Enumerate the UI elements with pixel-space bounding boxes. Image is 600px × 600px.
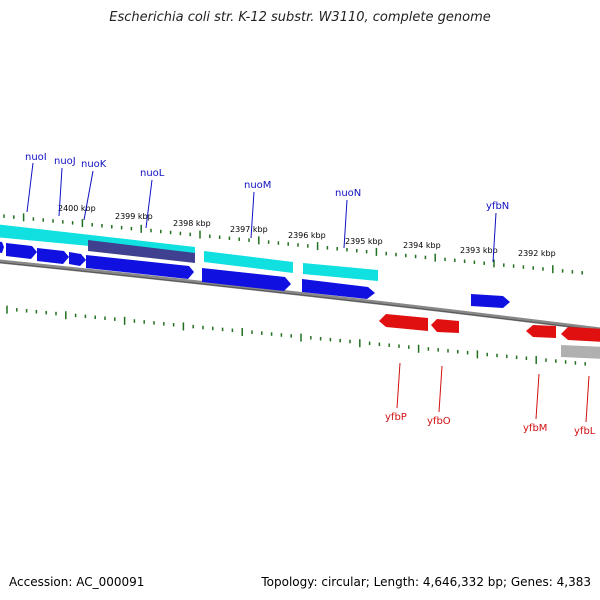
- gene-arrow-6: [202, 268, 291, 291]
- gene-label-yfbP: yfbP: [385, 412, 407, 423]
- map-title: Escherichia coli str. K-12 substr. W3110…: [109, 10, 491, 25]
- genome-backbone: [0, 259, 600, 332]
- accession-text: Accession: AC_000091: [9, 575, 145, 589]
- tick-label: 2392 kbp: [518, 249, 556, 258]
- gene-label-yfbM: yfbM: [523, 423, 547, 434]
- label-leader: [438, 365, 443, 413]
- label-leader: [343, 199, 348, 249]
- tick-label: 2400 kbp: [58, 204, 96, 213]
- cds-track-forward: [0, 224, 600, 359]
- gene-label-nuoI: nuoI: [25, 152, 47, 163]
- gene-arrow-4: [69, 252, 86, 266]
- tick-label: 2397 kbp: [230, 225, 268, 234]
- gene-arrow-yfbO: [431, 319, 459, 333]
- gene-arrow-5: [86, 255, 194, 279]
- cds-yfbL: [561, 345, 600, 359]
- label-leader: [58, 167, 63, 217]
- tick-label: 2393 kbp: [460, 246, 498, 255]
- gene-arrow-3: [37, 248, 69, 264]
- label-leader: [585, 375, 590, 423]
- gene-label-yfbO: yfbO: [427, 416, 451, 427]
- gene-arrow-2: [6, 243, 37, 259]
- gene-arrow-yfbP: [379, 314, 428, 331]
- gene-label-yfbL: yfbL: [574, 426, 596, 437]
- gene-label-nuoJ: nuoJ: [54, 156, 76, 167]
- label-leader: [250, 191, 255, 239]
- gene-label-leaders: [26, 162, 590, 423]
- cds-nuoN: [303, 263, 378, 281]
- gene-label-nuoM: nuoM: [244, 180, 271, 191]
- tick-label: 2394 kbp: [403, 241, 441, 250]
- gene-arrow-8: [471, 294, 510, 308]
- gene-arrow-7: [302, 279, 375, 299]
- tick-label: 2395 kbp: [345, 237, 383, 246]
- label-leader: [26, 162, 34, 213]
- tick-labels: 2400 kbp 2399 kbp 2398 kbp 2397 kbp 2396 kbp…: [58, 204, 556, 258]
- reverse-gene-arrows: [379, 314, 600, 342]
- outer-tick-ring: [3, 213, 583, 275]
- label-leader: [492, 212, 497, 263]
- tick-label: 2398 kbp: [173, 219, 211, 228]
- gene-label-nuoL: nuoL: [140, 168, 165, 179]
- label-leader: [83, 170, 94, 221]
- gene-arrow-yfbL: [561, 327, 600, 342]
- tick-label: 2396 kbp: [288, 231, 326, 240]
- forward-gene-arrows: [0, 241, 510, 308]
- gene-arrow-1: [0, 241, 4, 253]
- label-leader: [535, 373, 540, 420]
- topology-text: Topology: circular; Length: 4,646,332 bp…: [261, 575, 591, 589]
- gene-labels: nuoI nuoJ nuoK nuoL nuoM nuoN yfbN yfbP yfbO yfbM…: [25, 152, 596, 437]
- label-leader: [145, 179, 153, 229]
- gene-label-nuoK: nuoK: [81, 159, 107, 170]
- gene-label-yfbN: yfbN: [486, 201, 509, 212]
- label-leader: [396, 362, 401, 409]
- inner-tick-ring: [6, 305, 586, 366]
- cds-nuoM: [204, 251, 293, 273]
- gene-arrow-yfbM: [526, 325, 556, 338]
- gene-label-nuoN: nuoN: [335, 188, 361, 199]
- tick-label: 2399 kbp: [115, 212, 153, 221]
